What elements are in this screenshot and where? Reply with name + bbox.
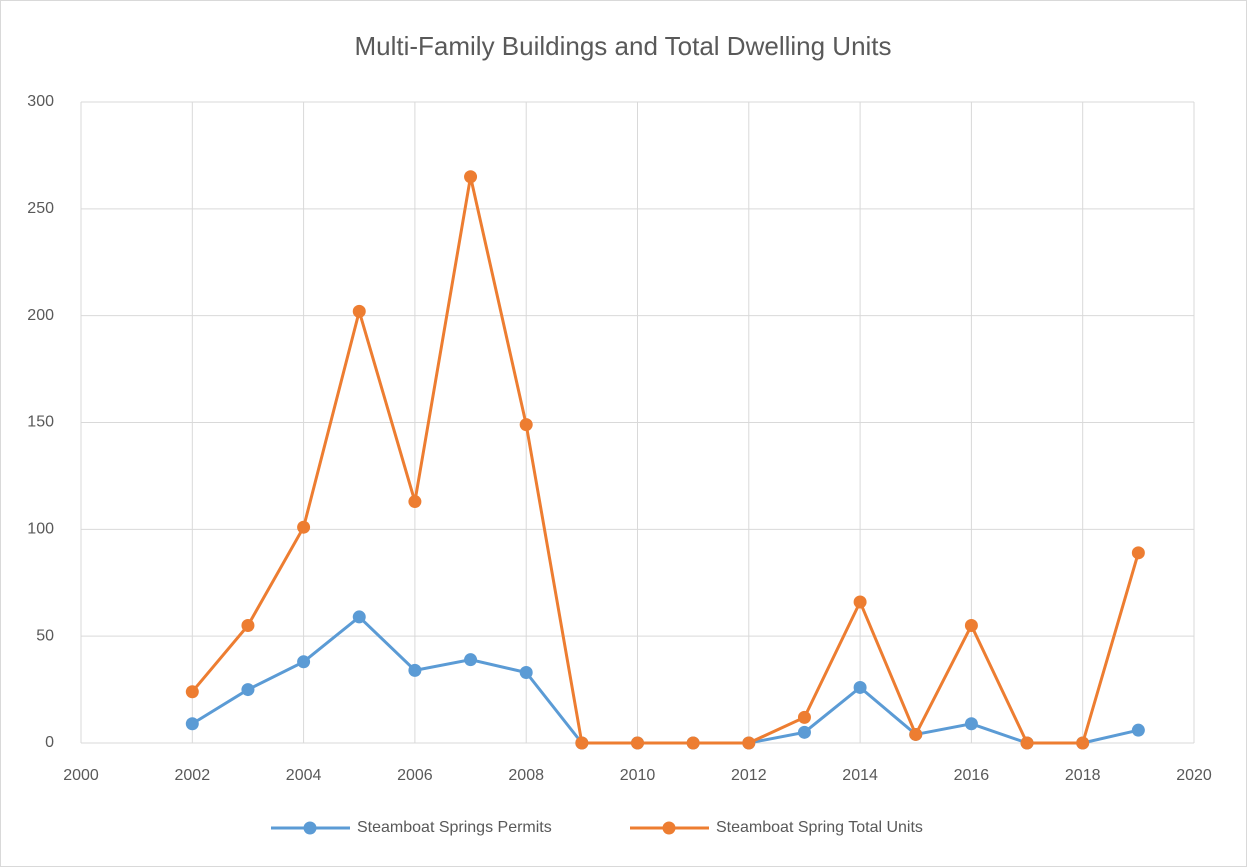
data-point <box>241 618 255 632</box>
data-point <box>1131 723 1145 737</box>
data-point <box>241 683 255 697</box>
data-point <box>797 710 811 724</box>
x-tick-label: 2014 <box>842 767 878 784</box>
data-point <box>1131 546 1145 560</box>
data-point <box>519 418 533 432</box>
y-tick-label: 250 <box>27 200 54 217</box>
legend-marker <box>303 821 317 835</box>
data-point <box>408 495 422 509</box>
x-tick-label: 2020 <box>1176 767 1212 784</box>
legend-label: Steamboat Spring Total Units <box>716 819 923 836</box>
x-tick-label: 2008 <box>508 767 544 784</box>
data-point <box>853 680 867 694</box>
data-point <box>1076 736 1090 750</box>
data-point <box>964 717 978 731</box>
data-point <box>464 170 478 184</box>
data-point <box>297 655 311 669</box>
y-tick-label: 200 <box>27 307 54 324</box>
data-point <box>797 725 811 739</box>
data-point <box>519 665 533 679</box>
data-point <box>297 520 311 534</box>
y-tick-label: 50 <box>36 627 54 644</box>
data-point <box>853 595 867 609</box>
x-tick-label: 2012 <box>731 767 767 784</box>
data-point <box>909 727 923 741</box>
x-tick-label: 2016 <box>954 767 990 784</box>
y-tick-label: 0 <box>45 734 54 751</box>
data-point <box>185 717 199 731</box>
legend-label: Steamboat Springs Permits <box>357 819 552 836</box>
x-tick-label: 2018 <box>1065 767 1101 784</box>
data-point <box>686 736 700 750</box>
y-tick-label: 300 <box>27 93 54 110</box>
x-tick-label: 2004 <box>286 767 322 784</box>
data-point <box>185 685 199 699</box>
data-point <box>408 663 422 677</box>
x-tick-label: 2002 <box>175 767 211 784</box>
data-point <box>464 653 478 667</box>
x-tick-label: 2010 <box>620 767 656 784</box>
chart-title: Multi-Family Buildings and Total Dwellin… <box>354 31 891 61</box>
data-point <box>964 618 978 632</box>
legend-marker <box>662 821 676 835</box>
data-point <box>742 736 756 750</box>
data-point <box>1020 736 1034 750</box>
data-point <box>352 304 366 318</box>
x-tick-label: 2000 <box>63 767 99 784</box>
series-line <box>191 176 1140 745</box>
y-tick-label: 100 <box>27 521 54 538</box>
data-point <box>575 736 589 750</box>
y-tick-label: 150 <box>27 414 54 431</box>
data-point <box>352 610 366 624</box>
data-point <box>631 736 644 750</box>
x-tick-label: 2006 <box>397 767 433 784</box>
